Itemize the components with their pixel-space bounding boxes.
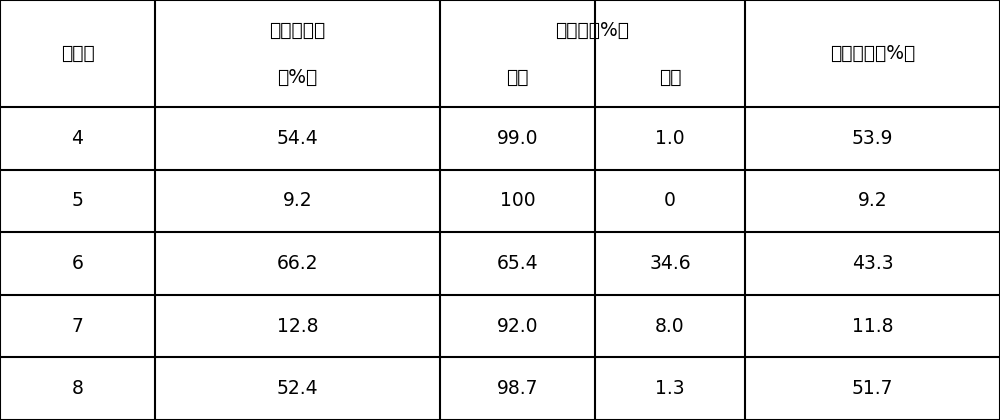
Text: 65.4: 65.4 (497, 254, 538, 273)
Text: 9.2: 9.2 (283, 192, 312, 210)
Text: 选择性（%）: 选择性（%） (556, 21, 630, 39)
Text: 苯酚: 苯酚 (659, 68, 681, 87)
Text: 43.3: 43.3 (852, 254, 893, 273)
Text: 12.8: 12.8 (277, 317, 318, 336)
Text: 34.6: 34.6 (649, 254, 691, 273)
Text: 54.4: 54.4 (277, 129, 318, 148)
Text: 8: 8 (72, 379, 83, 398)
Text: 51.7: 51.7 (852, 379, 893, 398)
Text: 99.0: 99.0 (497, 129, 538, 148)
Text: 0: 0 (664, 192, 676, 210)
Text: 66.2: 66.2 (277, 254, 318, 273)
Text: 6: 6 (72, 254, 83, 273)
Text: 4: 4 (72, 129, 84, 148)
Text: 1.3: 1.3 (655, 379, 685, 398)
Text: 11.8: 11.8 (852, 317, 893, 336)
Text: 9.2: 9.2 (858, 192, 887, 210)
Text: 5: 5 (72, 192, 83, 210)
Text: 92.0: 92.0 (497, 317, 538, 336)
Text: （%）: （%） (277, 68, 318, 87)
Text: 8.0: 8.0 (655, 317, 685, 336)
Text: 苯的转化率: 苯的转化率 (269, 21, 326, 39)
Text: 苯胺: 苯胺 (506, 68, 529, 87)
Text: 实施例: 实施例 (61, 44, 94, 63)
Text: 52.4: 52.4 (277, 379, 318, 398)
Text: 53.9: 53.9 (852, 129, 893, 148)
Text: 98.7: 98.7 (497, 379, 538, 398)
Text: 7: 7 (72, 317, 83, 336)
Text: 100: 100 (500, 192, 535, 210)
Text: 苯胺收率（%）: 苯胺收率（%） (830, 44, 915, 63)
Text: 1.0: 1.0 (655, 129, 685, 148)
